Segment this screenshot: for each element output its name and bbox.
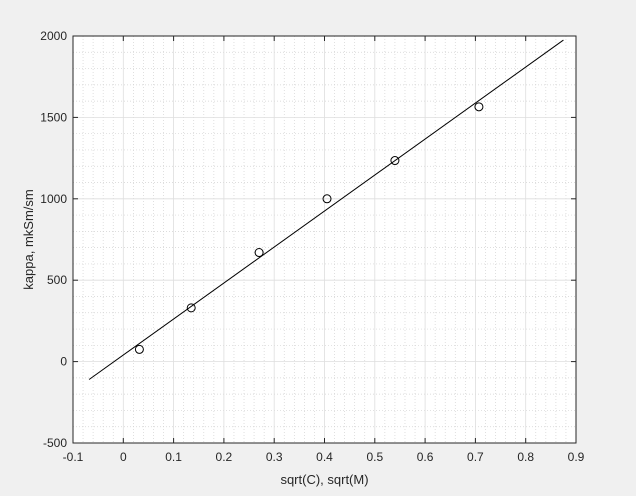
data-point xyxy=(322,194,332,204)
x-tick-labels: -0.1 0 0.1 0.2 0.3 0.4 0.5 0.6 0.7 0.8 0.9 xyxy=(63,450,585,464)
x-tick-label: 0.4 xyxy=(316,450,333,464)
y-tick-label: 2000 xyxy=(40,29,67,43)
minor-grid xyxy=(73,36,576,443)
x-tick-label: -0.1 xyxy=(63,450,84,464)
series-layer xyxy=(88,39,564,380)
tick-marks xyxy=(72,35,577,444)
x-tick-label: 0.7 xyxy=(467,450,484,464)
y-tick-label: 1000 xyxy=(40,192,67,206)
x-axis-title: sqrt(C), sqrt(M) xyxy=(280,472,368,487)
y-tick-label: -500 xyxy=(43,436,67,450)
fit-line xyxy=(88,39,564,380)
y-axis-title: kappa, mkSm/sm xyxy=(21,189,36,289)
y-tick-labels: -500 0 500 1000 1500 2000 xyxy=(40,29,67,450)
x-tick-label: 0.1 xyxy=(165,450,182,464)
y-tick-label: 1500 xyxy=(40,110,67,124)
data-point xyxy=(474,102,484,112)
y-tick-label: 500 xyxy=(47,273,67,287)
x-tick-label: 0.3 xyxy=(266,450,283,464)
x-tick-label: 0.6 xyxy=(417,450,434,464)
data-point xyxy=(390,156,400,166)
data-point xyxy=(254,248,264,258)
x-tick-label: 0.8 xyxy=(517,450,534,464)
x-tick-label: 0.9 xyxy=(568,450,585,464)
x-tick-label: 0.2 xyxy=(216,450,233,464)
data-point xyxy=(186,303,196,313)
y-tick-label: 0 xyxy=(60,355,67,369)
data-point xyxy=(134,344,144,354)
x-tick-label: 0 xyxy=(120,450,127,464)
x-tick-label: 0.5 xyxy=(366,450,383,464)
